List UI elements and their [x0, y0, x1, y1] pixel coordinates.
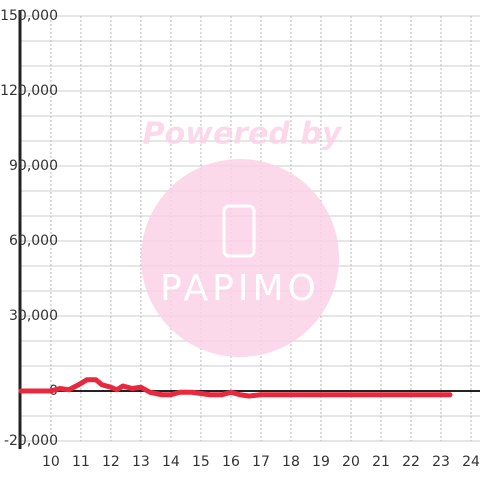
x-tick-label: 21 — [372, 454, 390, 470]
watermark-text: PAPIMO — [160, 268, 320, 309]
x-tick-label: 11 — [72, 454, 90, 470]
x-tick-label: 24 — [462, 454, 480, 470]
watermark-text: Powered by — [143, 117, 343, 152]
line-series — [18, 377, 453, 399]
x-tick-label: 18 — [282, 454, 300, 470]
y-tick-label: 60,000 — [9, 233, 58, 249]
x-tick-label: 12 — [102, 454, 120, 470]
y-tick-label: 150,000 — [0, 8, 58, 24]
x-tick-label: 14 — [162, 454, 180, 470]
x-tick-label: 22 — [402, 454, 420, 470]
watermark-circle — [141, 159, 339, 357]
watermark: Powered by PAPIMO — [141, 117, 343, 357]
y-tick-label: 120,000 — [0, 83, 58, 99]
x-tick-label: 15 — [192, 454, 210, 470]
x-tick-label: 19 — [312, 454, 330, 470]
x-tick-label: 10 — [42, 454, 60, 470]
x-tick-label: 16 — [222, 454, 240, 470]
x-tick-label: 20 — [342, 454, 360, 470]
x-tick-label: 17 — [252, 454, 270, 470]
watermark-icon — [222, 204, 256, 258]
y-tick-label: 30,000 — [9, 308, 58, 324]
y-tick-label: 90,000 — [9, 158, 58, 174]
y-tick-label: -20,000 — [4, 433, 58, 449]
x-tick-label: 13 — [132, 454, 150, 470]
x-tick-label: 23 — [432, 454, 450, 470]
